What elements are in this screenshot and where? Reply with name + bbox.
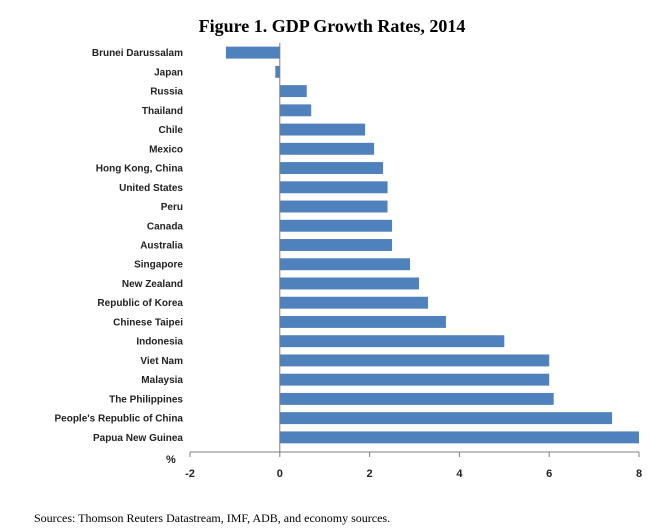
category-labels-group: Brunei Darussalam Japan Russia Thailand Chil… [54, 48, 183, 444]
category-label: Viet Nam [140, 356, 183, 367]
bar [279, 200, 388, 213]
x-tick-label: 2 [367, 468, 373, 480]
category-label: New Zealand [122, 279, 183, 290]
category-label: Republic of Korea [97, 298, 183, 309]
bar [279, 258, 411, 271]
category-label: United States [119, 183, 183, 194]
bar [275, 65, 280, 78]
category-label: Papua New Guinea [93, 433, 183, 444]
category-label: Russia [150, 87, 183, 98]
bar [279, 181, 388, 194]
bar [279, 431, 639, 444]
category-label: Indonesia [136, 337, 183, 348]
bar [279, 239, 393, 251]
category-label: Australia [140, 241, 183, 252]
x-axis-ticks-group: -2 0 2 4 6 8 [185, 452, 642, 480]
category-label: The Philippines [109, 394, 183, 405]
category-label: Hong Kong, China [96, 164, 184, 175]
source-note: Sources: Thomson Reuters Datastream, IMF… [34, 511, 391, 525]
bar [279, 142, 375, 155]
bar [279, 392, 554, 405]
x-tick-label: 8 [636, 468, 642, 480]
bar [279, 85, 307, 98]
bar [279, 315, 446, 328]
bar [279, 277, 419, 290]
bar [279, 104, 312, 117]
bar [279, 412, 613, 425]
category-label: Thailand [142, 106, 183, 117]
category-label: Malaysia [141, 375, 183, 386]
category-label: Chinese Taipei [113, 317, 183, 328]
x-axis-unit-label: % [166, 454, 176, 466]
bar [279, 296, 428, 309]
bar [279, 162, 384, 175]
category-label: Mexico [149, 144, 183, 155]
bar [279, 354, 550, 367]
x-tick-label: 4 [456, 468, 463, 480]
bars-group [225, 46, 639, 444]
category-label: Chile [159, 125, 184, 136]
x-tick-label: -2 [185, 468, 195, 480]
category-label: Peru [161, 202, 183, 213]
category-label: Brunei Darussalam [92, 48, 183, 59]
category-label: People's Republic of China [54, 414, 183, 425]
x-tick-label: 0 [277, 468, 283, 480]
bar [225, 46, 280, 59]
bar [279, 373, 550, 386]
bar [279, 219, 393, 232]
category-label: Singapore [134, 260, 183, 271]
x-tick-label: 6 [546, 468, 552, 480]
category-label: Canada [147, 221, 184, 232]
category-label: Japan [154, 67, 183, 78]
bar [279, 335, 505, 348]
bar [279, 123, 366, 136]
chart-title: Figure 1. GDP Growth Rates, 2014 [198, 16, 466, 36]
